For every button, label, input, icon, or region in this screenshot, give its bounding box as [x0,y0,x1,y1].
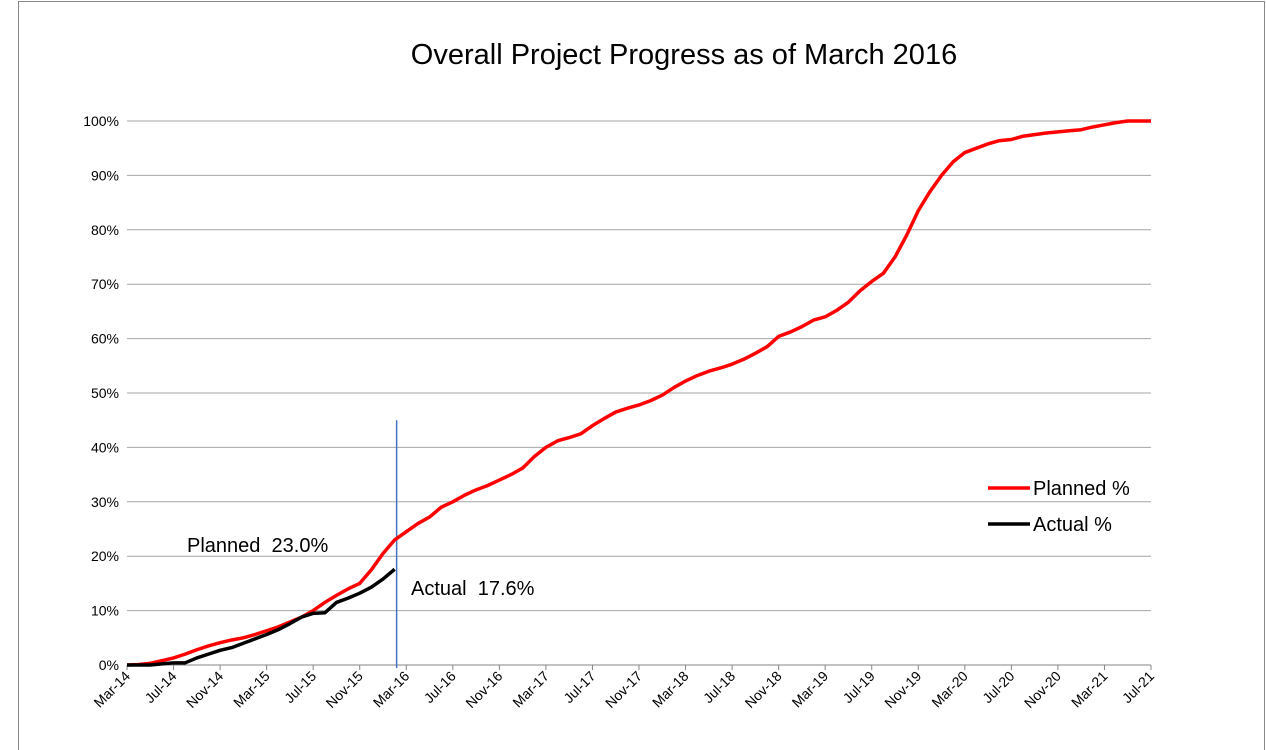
x-tick-label: Jul-21 [1119,668,1157,706]
y-tick-label: 50% [91,385,119,401]
y-tick-label: 40% [91,439,119,455]
x-tick-label: Nov-17 [602,668,645,711]
x-tick-label: Mar-18 [649,668,692,711]
annotation: Planned 23.0% [187,535,328,557]
x-tick-label: Jul-18 [700,668,738,706]
y-tick-label: 100% [83,113,119,129]
y-tick-label: 10% [91,603,119,619]
x-tick-label: Mar-20 [928,668,971,711]
legend-label: Planned % [1033,478,1130,500]
y-tick-label: 20% [91,548,119,564]
x-tick-label: Mar-17 [509,668,552,711]
x-tick-label: Nov-14 [183,668,226,711]
x-tick-label: Mar-15 [230,668,273,711]
chart-title: Overall Project Progress as of March 201… [411,39,957,71]
x-tick-label: Jul-16 [421,668,459,706]
x-tick-label: Jul-20 [979,668,1017,706]
chart-frame [18,1,1265,750]
y-tick-label: 90% [91,167,119,183]
y-tick-label: 60% [91,331,119,347]
y-tick-label: 70% [91,276,119,292]
y-tick-label: 80% [91,222,119,238]
y-tick-label: 30% [91,494,119,510]
x-tick-label: Mar-16 [370,668,413,711]
x-tick-label: Nov-18 [742,668,785,711]
x-tick-label: Nov-16 [462,668,505,711]
x-tick-label: Mar-14 [90,668,133,711]
x-tick-label: Jul-19 [840,668,878,706]
x-tick-label: Mar-21 [1068,668,1111,711]
x-tick-label: Nov-19 [881,668,924,711]
y-tick-label: 0% [99,657,119,673]
x-tick-label: Jul-14 [141,668,179,706]
series-line [127,567,396,667]
x-tick-label: Nov-15 [323,668,366,711]
x-tick-label: Mar-19 [789,668,832,711]
x-tick-label: Jul-15 [281,668,319,706]
annotation: Actual 17.6% [411,578,535,600]
x-tick-label: Jul-17 [560,668,598,706]
x-tick-label: Nov-20 [1021,668,1064,711]
legend-label: Actual % [1033,514,1112,536]
